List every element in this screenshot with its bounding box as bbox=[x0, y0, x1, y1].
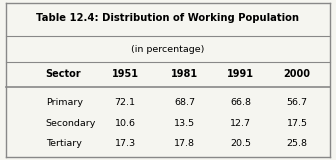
Text: Sector: Sector bbox=[46, 69, 81, 80]
Text: 68.7: 68.7 bbox=[174, 98, 195, 107]
Text: 56.7: 56.7 bbox=[287, 98, 307, 107]
Text: 12.7: 12.7 bbox=[230, 119, 251, 128]
Text: 17.3: 17.3 bbox=[115, 139, 136, 148]
Text: 25.8: 25.8 bbox=[287, 139, 307, 148]
Text: 13.5: 13.5 bbox=[174, 119, 195, 128]
Text: 2000: 2000 bbox=[284, 69, 310, 80]
Text: 10.6: 10.6 bbox=[115, 119, 135, 128]
Text: (in percentage): (in percentage) bbox=[131, 45, 205, 54]
Text: 1981: 1981 bbox=[171, 69, 198, 80]
Text: 20.5: 20.5 bbox=[230, 139, 251, 148]
Text: 1991: 1991 bbox=[227, 69, 254, 80]
Text: 72.1: 72.1 bbox=[115, 98, 135, 107]
Text: Secondary: Secondary bbox=[46, 119, 96, 128]
Text: Primary: Primary bbox=[46, 98, 83, 107]
Text: 66.8: 66.8 bbox=[230, 98, 251, 107]
Text: 17.8: 17.8 bbox=[174, 139, 195, 148]
Text: Table 12.4: Distribution of Working Population: Table 12.4: Distribution of Working Popu… bbox=[37, 13, 299, 23]
Text: 1951: 1951 bbox=[112, 69, 138, 80]
Text: 17.5: 17.5 bbox=[287, 119, 307, 128]
Text: Tertiary: Tertiary bbox=[46, 139, 82, 148]
